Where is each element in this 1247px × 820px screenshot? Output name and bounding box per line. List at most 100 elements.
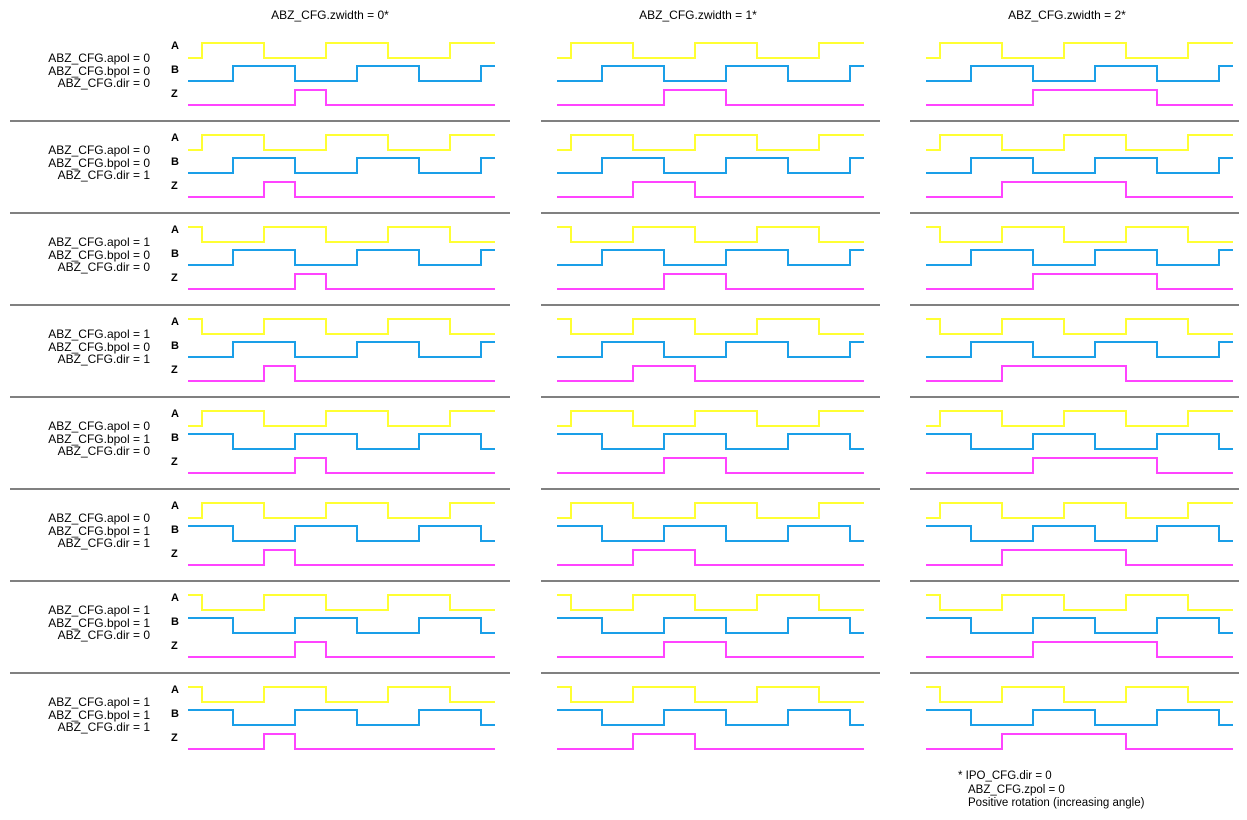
signal-label-z: Z — [171, 640, 178, 652]
signal-z-wave — [557, 365, 864, 382]
signal-z-wave — [926, 89, 1233, 106]
signal-label-z: Z — [171, 456, 178, 468]
signal-z-wave — [557, 181, 864, 198]
signal-b-wave — [557, 341, 864, 358]
signal-a-wave — [926, 42, 1233, 59]
row-config-label: ABZ_CFG.apol = 1 ABZ_CFG.bpol = 0 ABZ_CFG.… — [0, 236, 150, 274]
signal-a-wave — [557, 594, 864, 611]
config-bpol: ABZ_CFG.bpol = 1 — [48, 707, 150, 722]
signal-a-wave — [557, 686, 864, 703]
signal-b-wave — [926, 433, 1233, 450]
signal-z-wave — [188, 733, 495, 750]
signal-a-wave — [557, 42, 864, 59]
row-config-label: ABZ_CFG.apol = 0 ABZ_CFG.bpol = 0 ABZ_CFG.… — [0, 52, 150, 90]
config-dir: ABZ_CFG.dir = 1 — [57, 536, 150, 550]
signal-a-wave — [557, 502, 864, 519]
config-dir: ABZ_CFG.dir = 1 — [57, 352, 150, 366]
signal-b-wave — [188, 525, 495, 542]
signal-label-b: B — [171, 708, 179, 720]
signal-a-wave — [188, 410, 495, 427]
column-title-zwidth-0: ABZ_CFG.zwidth = 0* — [271, 8, 389, 22]
signal-b-wave — [926, 65, 1233, 82]
signal-a-wave — [557, 134, 864, 151]
signal-z-wave — [926, 181, 1233, 198]
signal-z-wave — [557, 273, 864, 290]
signal-b-wave — [188, 433, 495, 450]
signal-b-wave — [557, 65, 864, 82]
signal-a-wave — [926, 318, 1233, 335]
signal-a-wave — [188, 134, 495, 151]
row-config-label: ABZ_CFG.apol = 0 ABZ_CFG.bpol = 0 ABZ_CFG.… — [0, 144, 150, 182]
signal-label-z: Z — [171, 180, 178, 192]
signal-b-wave — [926, 617, 1233, 634]
signal-a-wave — [557, 410, 864, 427]
signal-z-wave — [557, 641, 864, 658]
config-apol: ABZ_CFG.apol = 1 — [48, 327, 150, 341]
signal-b-wave — [926, 157, 1233, 174]
signal-z-wave — [557, 457, 864, 474]
config-apol: ABZ_CFG.apol = 0 — [48, 511, 150, 525]
signal-label-b: B — [171, 156, 179, 168]
signal-label-b: B — [171, 248, 179, 260]
signal-z-wave — [188, 365, 495, 382]
signal-label-a: A — [171, 40, 179, 52]
signal-b-wave — [188, 341, 495, 358]
signal-z-wave — [557, 733, 864, 750]
signal-a-wave — [557, 318, 864, 335]
config-apol: ABZ_CFG.apol = 1 — [48, 695, 150, 709]
signal-a-wave — [926, 594, 1233, 611]
signal-a-wave — [926, 410, 1233, 427]
signal-label-a: A — [171, 224, 179, 236]
config-dir: ABZ_CFG.dir = 1 — [57, 720, 150, 734]
signal-a-wave — [926, 226, 1233, 243]
signal-label-b: B — [171, 524, 179, 536]
signal-a-wave — [188, 686, 495, 703]
signal-b-wave — [188, 65, 495, 82]
config-apol: ABZ_CFG.apol = 0 — [48, 51, 150, 65]
signal-a-wave — [188, 502, 495, 519]
signal-a-wave — [926, 686, 1233, 703]
signal-a-wave — [188, 594, 495, 611]
footnote-line-3: Positive rotation (increasing angle) — [968, 797, 1145, 809]
config-bpol: ABZ_CFG.bpol = 1 — [48, 615, 150, 630]
signal-a-wave — [926, 134, 1233, 151]
signal-a-wave — [188, 226, 495, 243]
signal-label-a: A — [171, 132, 179, 144]
signal-z-wave — [557, 549, 864, 566]
config-apol: ABZ_CFG.apol = 0 — [48, 143, 150, 157]
signal-b-wave — [926, 249, 1233, 266]
config-dir: ABZ_CFG.dir = 1 — [57, 168, 150, 182]
signal-label-a: A — [171, 684, 179, 696]
signal-label-a: A — [171, 408, 179, 420]
signal-z-wave — [926, 549, 1233, 566]
signal-a-wave — [557, 226, 864, 243]
config-dir: ABZ_CFG.dir = 0 — [57, 628, 150, 642]
signal-label-z: Z — [171, 732, 178, 744]
signal-b-wave — [188, 249, 495, 266]
footnote: * IPO_CFG.dir = 0 ABZ_CFG.zpol = 0 Posit… — [958, 770, 1144, 811]
signal-b-wave — [557, 157, 864, 174]
config-bpol: ABZ_CFG.bpol = 0 — [48, 247, 150, 262]
footnote-line-1: * IPO_CFG.dir = 0 — [958, 770, 1052, 782]
signal-z-wave — [926, 641, 1233, 658]
signal-a-wave — [188, 318, 495, 335]
signal-z-wave — [188, 181, 495, 198]
signal-b-wave — [188, 617, 495, 634]
signal-label-b: B — [171, 432, 179, 444]
column-title-zwidth-2: ABZ_CFG.zwidth = 2* — [1008, 8, 1126, 22]
row-config-label: ABZ_CFG.apol = 1 ABZ_CFG.bpol = 0 ABZ_CFG.… — [0, 328, 150, 366]
row-config-label: ABZ_CFG.apol = 1 ABZ_CFG.bpol = 1 ABZ_CFG.… — [0, 604, 150, 642]
config-apol: ABZ_CFG.apol = 1 — [48, 235, 150, 249]
signal-z-wave — [188, 273, 495, 290]
config-bpol: ABZ_CFG.bpol = 0 — [48, 155, 150, 170]
config-dir: ABZ_CFG.dir = 0 — [57, 76, 150, 90]
signal-label-a: A — [171, 592, 179, 604]
config-bpol: ABZ_CFG.bpol = 0 — [48, 63, 150, 78]
signal-b-wave — [926, 341, 1233, 358]
signal-a-wave — [188, 42, 495, 59]
footnote-line-2: ABZ_CFG.zpol = 0 — [968, 783, 1065, 796]
signal-b-wave — [557, 525, 864, 542]
signal-label-b: B — [171, 340, 179, 352]
signal-z-wave — [926, 733, 1233, 750]
